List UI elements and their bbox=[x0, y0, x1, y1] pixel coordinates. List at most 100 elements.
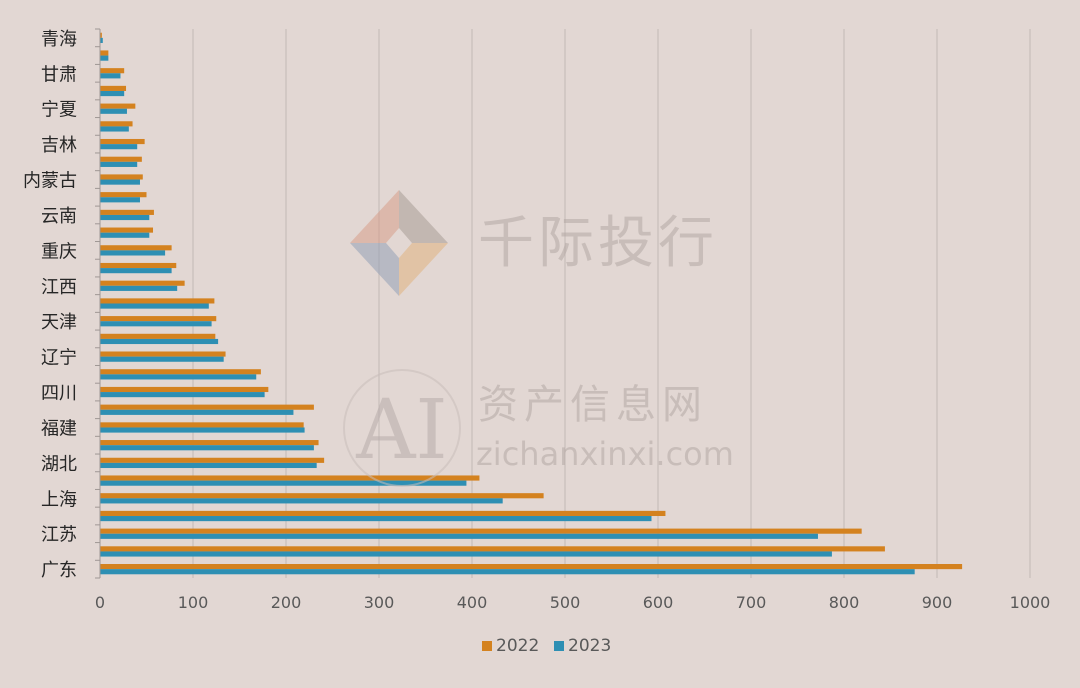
category-label-26: 宁夏 bbox=[41, 100, 77, 121]
bar-2022-16 bbox=[100, 280, 185, 286]
bar-2022-29 bbox=[100, 50, 109, 56]
category-label-20: 云南 bbox=[41, 206, 77, 227]
x-tick-labels: 0 100 200 300 400 500 600 700 800 900 1000 bbox=[95, 593, 1050, 612]
x-tick-label-300: 300 bbox=[364, 593, 395, 612]
bar-2022-17 bbox=[100, 262, 177, 269]
bar-2022-23 bbox=[100, 156, 142, 162]
legend-swatch-2023 bbox=[554, 641, 564, 651]
bar-2023-13 bbox=[100, 338, 219, 345]
bar-2023-11 bbox=[100, 374, 257, 380]
bar-2022-18 bbox=[100, 245, 172, 251]
bar-2022-22 bbox=[100, 174, 143, 180]
bar-2023-0 bbox=[100, 569, 915, 575]
bar-2022-20 bbox=[100, 209, 154, 215]
bar-2022-8 bbox=[100, 422, 304, 428]
x-tick-label-600: 600 bbox=[643, 593, 674, 612]
bar-2023-26 bbox=[100, 108, 127, 114]
category-label-6: 湖北 bbox=[41, 454, 77, 475]
bar-2023-27 bbox=[100, 90, 125, 97]
bar-2023-5 bbox=[100, 480, 467, 486]
bar-2022-19 bbox=[100, 227, 154, 233]
bar-2023-14 bbox=[100, 321, 212, 327]
bar-2022-11 bbox=[100, 369, 261, 375]
category-label-24: 吉林 bbox=[41, 135, 77, 156]
site-name-watermark: 资产信息网 bbox=[478, 382, 708, 428]
watermark: 千际投行 AI 资产信息网 zichanxinxi.com bbox=[343, 190, 734, 487]
bar-2023-2 bbox=[100, 533, 818, 539]
bar-2022-4 bbox=[100, 493, 544, 499]
brand-watermark-text: 千际投行 bbox=[478, 211, 718, 276]
bar-2022-9 bbox=[100, 404, 314, 410]
bar-2023-24 bbox=[100, 144, 138, 150]
bar-2022-10 bbox=[100, 386, 269, 393]
bar-2023-28 bbox=[100, 73, 121, 79]
x-tick-label-1000: 1000 bbox=[1010, 593, 1051, 612]
bar-2022-27 bbox=[100, 85, 127, 91]
bar-2022-13 bbox=[100, 333, 216, 339]
bar-2023-4 bbox=[100, 498, 503, 504]
bar-2023-23 bbox=[100, 161, 138, 167]
axes bbox=[95, 28, 101, 579]
ai-seal-icon bbox=[343, 369, 461, 487]
legend: 2022 2023 bbox=[482, 636, 611, 656]
bar-2023-21 bbox=[100, 197, 140, 203]
bar-2023-29 bbox=[100, 55, 109, 61]
bar-2022-26 bbox=[100, 103, 136, 109]
x-tick-label-200: 200 bbox=[271, 593, 302, 612]
gridlines bbox=[192, 29, 1031, 578]
category-label-4: 上海 bbox=[41, 489, 77, 510]
x-tick-label-800: 800 bbox=[829, 593, 860, 612]
x-tick-label-100: 100 bbox=[178, 593, 209, 612]
category-label-14: 天津 bbox=[41, 312, 77, 333]
category-label-30: 青海 bbox=[41, 29, 77, 50]
category-label-16: 江西 bbox=[41, 277, 77, 298]
x-tick-label-0: 0 bbox=[95, 593, 105, 612]
bar-2022-25 bbox=[100, 121, 133, 127]
bar-2022-7 bbox=[100, 440, 319, 446]
x-tick-label-900: 900 bbox=[922, 593, 953, 612]
x-tick-label-700: 700 bbox=[736, 593, 767, 612]
bar-2023-6 bbox=[100, 462, 317, 469]
bar-2022-14 bbox=[100, 316, 217, 322]
bars bbox=[100, 32, 963, 575]
bar-2023-8 bbox=[100, 427, 305, 433]
bar-2023-7 bbox=[100, 445, 314, 451]
bar-2022-1 bbox=[100, 546, 885, 552]
legend-label-2022: 2022 bbox=[496, 636, 539, 656]
bar-2022-15 bbox=[100, 298, 215, 304]
category-labels: 广东 江苏 上海 湖北 福建 四川 辽宁 天津 江西 重庆 云南 内蒙古 吉林 宁夏 甘肃 青海 bbox=[23, 29, 77, 581]
bar-2023-15 bbox=[100, 303, 209, 309]
bar-2022-6 bbox=[100, 457, 325, 463]
bar-2022-2 bbox=[100, 528, 862, 534]
bar-2022-28 bbox=[100, 68, 125, 74]
category-label-0: 广东 bbox=[41, 560, 77, 581]
legend-label-2023: 2023 bbox=[568, 636, 611, 656]
bar-2023-12 bbox=[100, 356, 224, 362]
legend-swatch-2022 bbox=[482, 641, 492, 651]
x-tick-label-500: 500 bbox=[550, 593, 581, 612]
category-label-28: 甘肃 bbox=[41, 64, 77, 85]
category-label-10: 四川 bbox=[41, 383, 77, 404]
category-label-18: 重庆 bbox=[41, 241, 77, 262]
ai-watermark-text: AI bbox=[355, 383, 448, 478]
x-tick-label-400: 400 bbox=[457, 593, 488, 612]
bar-2022-5 bbox=[100, 475, 480, 481]
bar-2022-30 bbox=[100, 32, 102, 38]
bar-2022-24 bbox=[100, 138, 145, 145]
bar-2023-30 bbox=[100, 37, 103, 43]
category-label-12: 辽宁 bbox=[41, 348, 77, 369]
category-label-22: 内蒙古 bbox=[23, 171, 77, 192]
bar-2023-9 bbox=[100, 409, 294, 415]
bar-2022-21 bbox=[100, 192, 147, 198]
bar-2023-20 bbox=[100, 214, 150, 221]
bar-2023-22 bbox=[100, 179, 140, 185]
bar-2023-19 bbox=[100, 232, 150, 238]
bar-2022-0 bbox=[100, 564, 963, 570]
bar-2023-25 bbox=[100, 126, 129, 132]
bar-2023-16 bbox=[100, 285, 178, 291]
site-domain-watermark: zichanxinxi.com bbox=[476, 435, 734, 473]
category-label-2: 江苏 bbox=[41, 525, 77, 546]
bar-2023-17 bbox=[100, 268, 172, 274]
